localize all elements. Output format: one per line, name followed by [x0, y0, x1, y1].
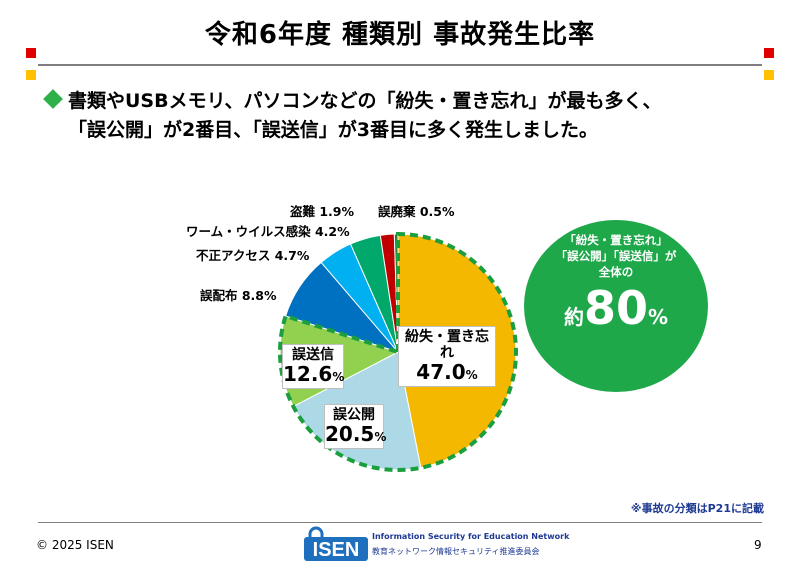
label-losing-name: 紛失・置き忘れ	[405, 329, 489, 362]
label-send-pct: 12.6	[283, 362, 333, 387]
logo-text: ISEN	[313, 539, 360, 561]
footer-divider	[38, 522, 762, 523]
label-losing-pct: 47.0	[416, 360, 466, 385]
label-theft: 盗難 1.9%	[290, 204, 355, 219]
page-title: 令和6年度 種類別 事故発生比率	[204, 20, 596, 50]
callout-value: 80	[583, 281, 648, 335]
label-misdistribution: 誤配布 8.8%	[200, 288, 277, 303]
isen-logo-icon: ISEN	[304, 526, 368, 561]
label-public: 誤公開 20.5%	[324, 404, 387, 450]
callout-prefix: 約	[563, 305, 584, 329]
summary-line-2: 「誤公開」が2番目、「誤送信」が3番目に多く発生しました。	[68, 119, 598, 141]
classification-note: ※事故の分類はP21に記載	[630, 502, 764, 515]
corner-square-red-left	[26, 48, 36, 58]
corner-square-red-right	[764, 48, 774, 58]
label-disposal: 誤廃棄 0.5%	[378, 204, 455, 219]
callout-line-3: 全体の	[598, 265, 634, 279]
label-send: 誤送信 12.6%	[282, 344, 345, 390]
corner-square-yellow-left	[26, 70, 36, 80]
copyright-text: © 2025 ISEN	[36, 538, 114, 552]
corner-square-yellow-right	[764, 70, 774, 80]
callout-suffix: %	[647, 305, 669, 329]
label-worm-virus: ワーム・ウイルス感染 4.2%	[186, 224, 350, 239]
callout-value-row: 約80%	[526, 282, 706, 334]
label-losing: 紛失・置き忘れ 47.0%	[398, 326, 496, 388]
summary-line-1: 書類やUSBメモリ、パソコンなどの「紛失・置き忘れ」が最も多く、	[68, 90, 662, 112]
label-send-pct-sign: %	[332, 370, 345, 385]
label-unauthorized-access: 不正アクセス 4.7%	[196, 248, 310, 263]
logo-subtitle: 教育ネットワーク情報セキュリティ推進委員会	[372, 547, 540, 556]
label-public-pct-sign: %	[374, 430, 387, 445]
callout-text: 「紛失・置き忘れ」 「誤公開」「誤送信」が 全体の 約80%	[526, 232, 706, 334]
page-number: 9	[754, 538, 762, 552]
label-send-name: 誤送信	[292, 347, 334, 363]
callout-bubble	[524, 220, 708, 392]
summary-text: 書類やUSBメモリ、パソコンなどの「紛失・置き忘れ」が最も多く、 「誤公開」が2…	[68, 87, 661, 145]
label-public-pct: 20.5	[325, 422, 375, 447]
label-losing-pct-sign: %	[465, 368, 478, 383]
logo-name: Information Security for Education Netwo…	[372, 532, 570, 541]
title-divider	[38, 64, 762, 66]
label-public-name: 誤公開	[333, 407, 375, 423]
callout-line-1: 「紛失・置き忘れ」	[564, 233, 668, 247]
callout-line-2: 「誤公開」「誤送信」が	[555, 249, 677, 263]
